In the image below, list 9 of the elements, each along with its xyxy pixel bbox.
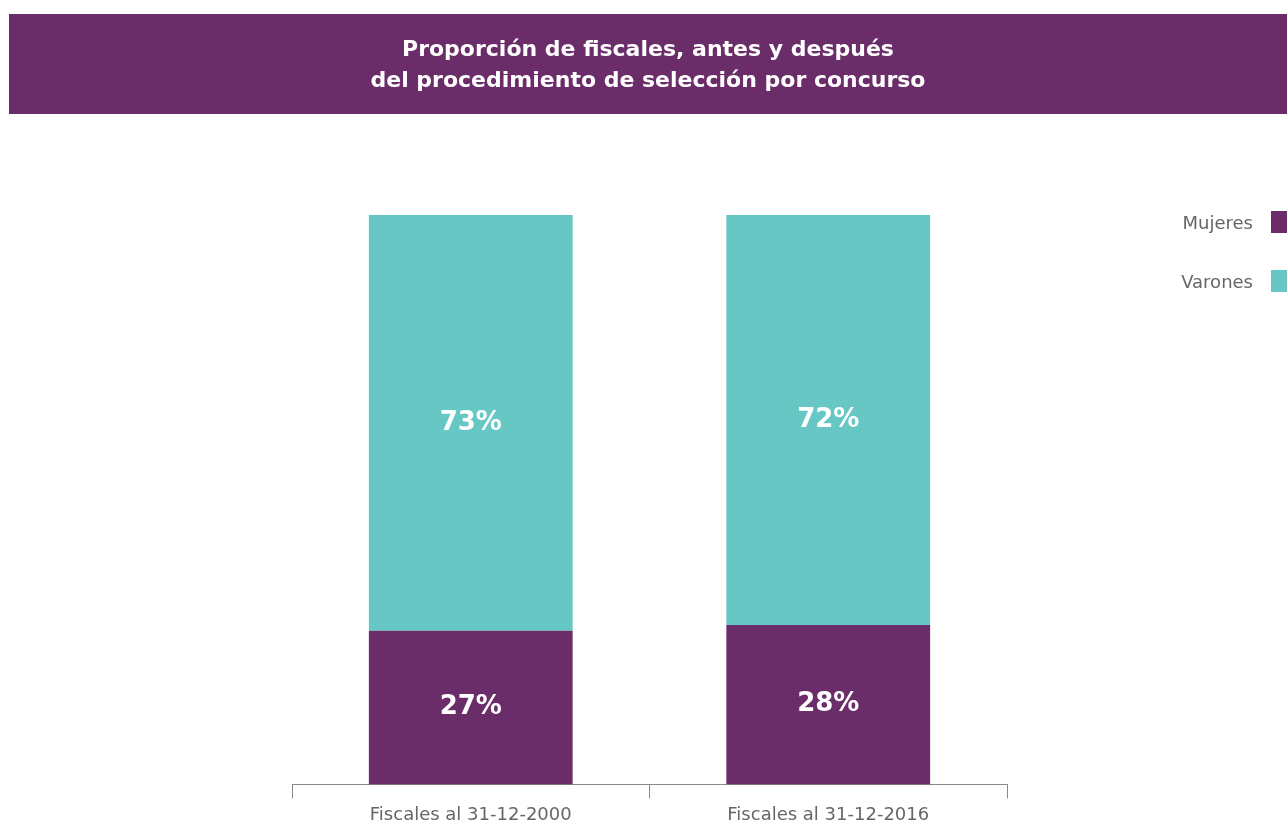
legend-label: Varones <box>1181 270 1253 292</box>
chart-title: Proporción de fiscales, antes y después del procedimiento de selección por concurso <box>370 35 926 94</box>
legend-label: Mujeres <box>1182 211 1253 233</box>
data-label: 72% <box>797 402 860 433</box>
data-label: 27% <box>439 690 502 721</box>
data-label: 28% <box>797 687 860 718</box>
x-tick-label: Fiscales al 31-12-2000 <box>369 802 572 824</box>
x-tick-label: Fiscales al 31-12-2016 <box>727 802 930 824</box>
data-label: 73% <box>439 405 502 436</box>
